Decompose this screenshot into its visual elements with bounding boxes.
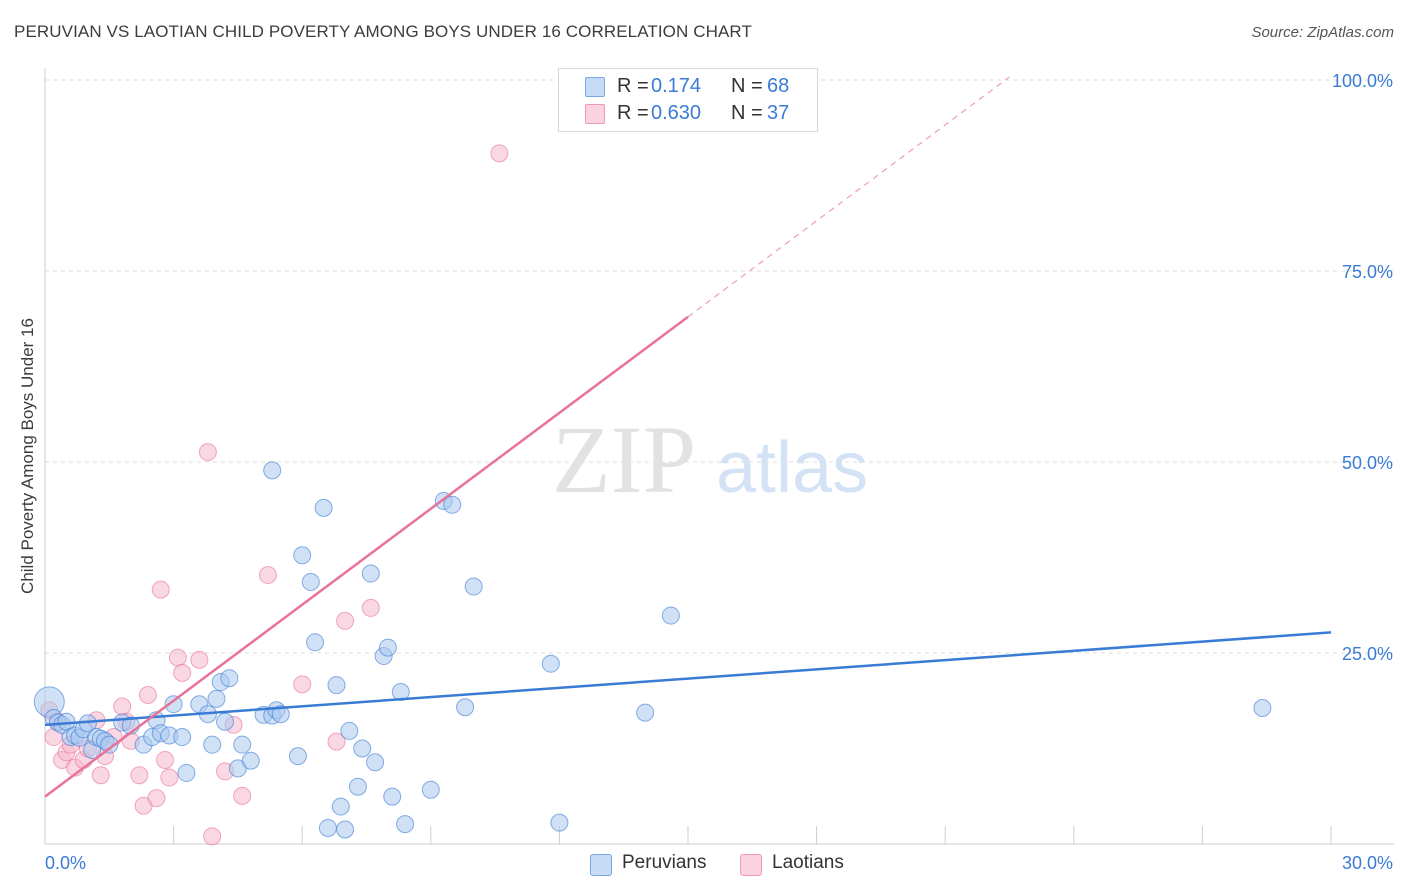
legend-n-label: N = — [731, 75, 763, 97]
peruvian-point — [541, 654, 560, 673]
peruvian-point — [421, 780, 440, 799]
peruvian-point — [396, 815, 415, 834]
laotian-point — [160, 768, 179, 787]
laotian-point — [327, 732, 346, 751]
laotian-point — [490, 144, 509, 163]
peruvian-point — [366, 753, 385, 772]
peruvian-point — [353, 739, 372, 758]
laotian-point — [173, 663, 192, 682]
peruvian-point — [288, 747, 307, 766]
laotian-point — [156, 750, 175, 769]
laotian-point — [258, 566, 277, 585]
legend-r-value: 0.630 — [651, 102, 702, 124]
legend-r-value: 0.174 — [651, 75, 702, 97]
legend-n-value: 68 — [767, 75, 790, 97]
peruvian-point — [340, 721, 359, 740]
peruvian-point — [636, 703, 655, 722]
y-axis-tick-labels: 25.0% 50.0% 75.0% 100.0% — [1332, 71, 1393, 664]
laotian-point — [151, 580, 170, 599]
peruvian-point — [456, 698, 475, 717]
peruvian-point — [241, 751, 260, 770]
legend-n-label: N = — [731, 102, 763, 124]
laotian-point — [168, 648, 187, 667]
peruvian-point — [173, 728, 192, 747]
peruvian-point — [233, 735, 252, 754]
peruvian-point — [318, 818, 337, 837]
peruvian-point — [331, 797, 350, 816]
peruvian-point — [207, 689, 226, 708]
laotian-point — [147, 789, 166, 808]
peruvian-point — [383, 787, 402, 806]
peruvian-point — [336, 820, 355, 839]
peruvian-point — [348, 777, 367, 796]
legend-swatch-peruvians — [585, 77, 605, 97]
legend-n-value: 37 — [767, 102, 790, 124]
laotian-point — [203, 827, 222, 846]
x-tick-label: 30.0% — [1342, 853, 1393, 873]
peruvian-point — [220, 669, 239, 688]
laotian-point — [130, 766, 149, 785]
peruvian-point — [661, 606, 680, 625]
peruvian-point — [100, 735, 119, 754]
y-axis-label: Child Poverty Among Boys Under 16 — [18, 318, 37, 594]
y-tick-label: 100.0% — [1332, 71, 1393, 91]
peruvians-points — [33, 461, 1272, 839]
laotian-point — [190, 650, 209, 669]
peruvian-point — [293, 546, 312, 565]
peruvian-point — [1253, 699, 1272, 718]
laotian-point — [336, 611, 355, 630]
laotian-point — [293, 675, 312, 694]
peruvian-point — [378, 638, 397, 657]
chart-title: PERUVIAN VS LAOTIAN CHILD POVERTY AMONG … — [14, 22, 752, 41]
bottom-legend-swatch-laotians — [740, 854, 762, 876]
peruvian-point — [327, 676, 346, 695]
peruvian-point — [301, 572, 320, 591]
trend-lines — [44, 76, 1332, 798]
x-axis-tick-labels: 0.0% 30.0% — [45, 853, 1393, 873]
legend-swatch-laotians — [585, 104, 605, 124]
laotians-trend-line — [44, 315, 689, 798]
bottom-legend-swatch-peruvians — [590, 854, 612, 876]
laotian-point — [198, 443, 217, 462]
peruvians-trend-line — [44, 631, 1332, 727]
y-tick-label: 75.0% — [1342, 262, 1393, 282]
laotian-point — [91, 766, 110, 785]
watermark-atlas: atlas — [716, 428, 868, 508]
laotian-point — [113, 697, 132, 716]
laotian-point — [361, 598, 380, 617]
chart-source: Source: ZipAtlas.com — [1251, 24, 1394, 41]
peruvian-point — [164, 695, 183, 714]
legend-r-label: R = — [617, 102, 649, 124]
peruvian-point — [216, 712, 235, 731]
laotian-point — [233, 786, 252, 805]
peruvian-point — [203, 735, 222, 754]
peruvian-point — [464, 577, 483, 596]
peruvian-point — [271, 705, 290, 724]
peruvian-point — [361, 564, 380, 583]
correlation-legend: R = 0.174 N = 68 R = 0.630 N = 37 — [558, 68, 818, 132]
x-tick-label: 0.0% — [45, 853, 86, 873]
peruvian-point — [306, 633, 325, 652]
bottom-legend-label-laotians: Laotians — [772, 852, 844, 873]
peruvian-point — [263, 461, 282, 480]
legend-r-label: R = — [617, 75, 649, 97]
peruvian-point — [443, 495, 462, 514]
laotian-point — [138, 686, 157, 705]
y-tick-label: 50.0% — [1342, 453, 1393, 473]
laotians-trend-extension — [687, 76, 1010, 318]
peruvian-point — [550, 813, 569, 832]
watermark-zip: ZIP — [552, 406, 696, 513]
peruvian-point — [177, 763, 196, 782]
y-tick-label: 25.0% — [1342, 644, 1393, 664]
peruvian-point — [314, 498, 333, 517]
bottom-legend-label-peruvians: Peruvians — [622, 852, 707, 873]
